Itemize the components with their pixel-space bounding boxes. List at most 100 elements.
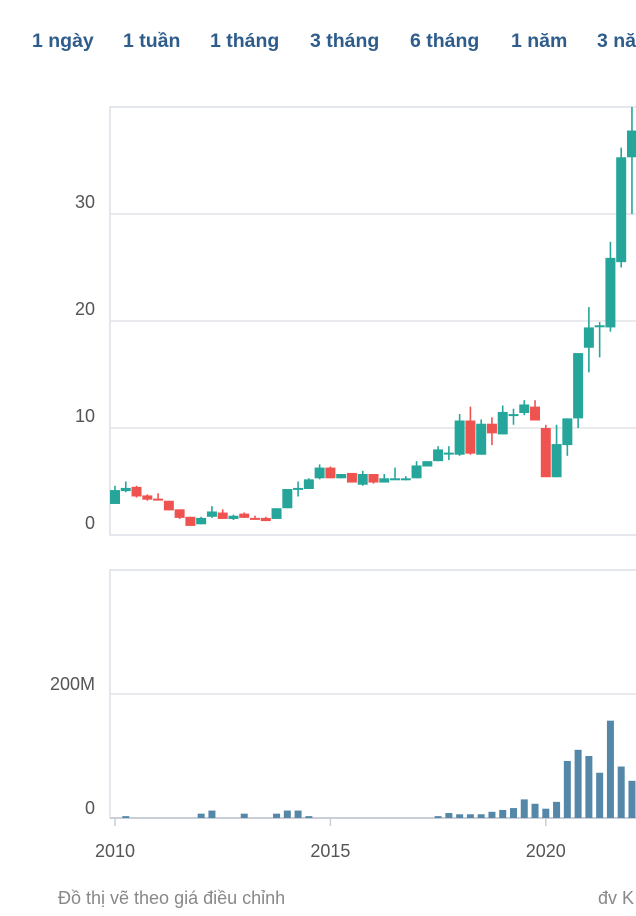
- candle: [228, 514, 239, 521]
- candle-body: [325, 467, 336, 479]
- candle: [206, 506, 217, 518]
- candle: [562, 418, 573, 456]
- candle-body: [336, 474, 347, 479]
- candle-body: [185, 516, 196, 526]
- candle-body: [583, 327, 594, 348]
- volume-bar: [122, 816, 130, 818]
- candle-body: [174, 509, 185, 518]
- candle-body: [120, 487, 131, 492]
- candle-body: [239, 513, 250, 518]
- candle: [271, 508, 282, 519]
- tab-6-months[interactable]: 6 tháng: [410, 30, 480, 52]
- candle: [303, 478, 314, 489]
- volume-bar: [628, 780, 636, 818]
- volume-tick-label: 0: [85, 798, 95, 818]
- candle-body: [196, 517, 207, 525]
- axis-labels: 0 10 20 30 0 200M 2010 2015 2020: [50, 192, 566, 861]
- candle-body: [443, 452, 454, 455]
- volume-bar: [466, 814, 474, 818]
- x-tick-label: 2020: [526, 841, 566, 861]
- candle: [131, 485, 142, 498]
- price-tick-label: 0: [85, 513, 95, 533]
- volume-bar: [197, 813, 205, 818]
- candle: [605, 241, 616, 332]
- candle-body: [282, 488, 293, 509]
- candle: [357, 470, 368, 486]
- candle-body: [379, 478, 390, 483]
- volume-bar: [445, 813, 453, 818]
- candle: [465, 406, 476, 455]
- tab-3-months[interactable]: 3 tháng: [310, 30, 380, 52]
- tab-3-years[interactable]: 3 năm: [597, 30, 636, 52]
- volume-bar: [294, 810, 302, 818]
- candle: [573, 353, 584, 428]
- candle-body: [422, 461, 433, 467]
- volume-bar: [596, 772, 604, 818]
- volume-bar: [283, 810, 291, 818]
- candle: [293, 481, 304, 497]
- candle: [196, 516, 207, 525]
- candle-body: [153, 498, 164, 501]
- candle: [411, 461, 422, 479]
- candle-body: [540, 428, 551, 478]
- volume-bar: [553, 801, 561, 818]
- volume-bar: [574, 749, 582, 818]
- candle-body: [357, 474, 368, 485]
- candle: [336, 474, 347, 479]
- candle-body: [605, 257, 616, 328]
- candle: [433, 446, 444, 462]
- candle: [583, 307, 594, 373]
- candle-body: [142, 495, 153, 500]
- volume-bar: [456, 814, 464, 818]
- candle-body: [206, 511, 217, 517]
- candle: [239, 512, 250, 518]
- candle: [454, 414, 465, 456]
- candle: [325, 466, 336, 479]
- candle-body: [476, 423, 487, 455]
- candle: [379, 474, 390, 483]
- volume-grid: [109, 569, 636, 819]
- candle-body: [411, 465, 422, 479]
- candle-body: [390, 478, 401, 481]
- candle-body: [594, 325, 605, 328]
- candle: [142, 494, 153, 501]
- candle: [282, 488, 293, 509]
- volume-bars: [122, 720, 636, 818]
- tab-1-day[interactable]: 1 ngày: [32, 30, 94, 52]
- price-candles: [110, 107, 636, 526]
- tab-1-week[interactable]: 1 tuần: [123, 30, 181, 52]
- candle-body: [271, 508, 282, 519]
- volume-bar: [617, 766, 625, 818]
- volume-bar: [531, 803, 539, 818]
- candle-body: [368, 474, 379, 483]
- candle-body: [110, 490, 120, 504]
- candle: [400, 476, 411, 481]
- tab-1-month[interactable]: 1 tháng: [210, 30, 280, 52]
- candle: [368, 474, 379, 484]
- candle-body: [228, 515, 239, 519]
- x-tick-label: 2010: [95, 841, 135, 861]
- candle: [508, 408, 519, 425]
- tab-1-year[interactable]: 1 năm: [511, 30, 568, 52]
- candle: [250, 515, 261, 520]
- candle-body: [346, 472, 357, 483]
- volume-bar: [477, 814, 485, 818]
- candle: [390, 467, 401, 481]
- candle-body: [508, 414, 519, 417]
- price-tick-label: 10: [75, 406, 95, 426]
- candle-body: [314, 467, 325, 479]
- candle-body: [465, 420, 476, 454]
- candle: [120, 481, 131, 493]
- volume-bar: [563, 760, 571, 818]
- candle: [260, 516, 271, 522]
- candle: [422, 461, 433, 467]
- candle-body: [131, 486, 142, 497]
- unit-note: đv K: [598, 888, 635, 908]
- volume-bar: [305, 816, 313, 818]
- candle: [497, 405, 508, 435]
- volume-bar: [240, 813, 248, 818]
- candle-body: [562, 418, 573, 446]
- candle-body: [497, 411, 508, 435]
- candle-body: [400, 478, 411, 481]
- candle: [626, 107, 636, 214]
